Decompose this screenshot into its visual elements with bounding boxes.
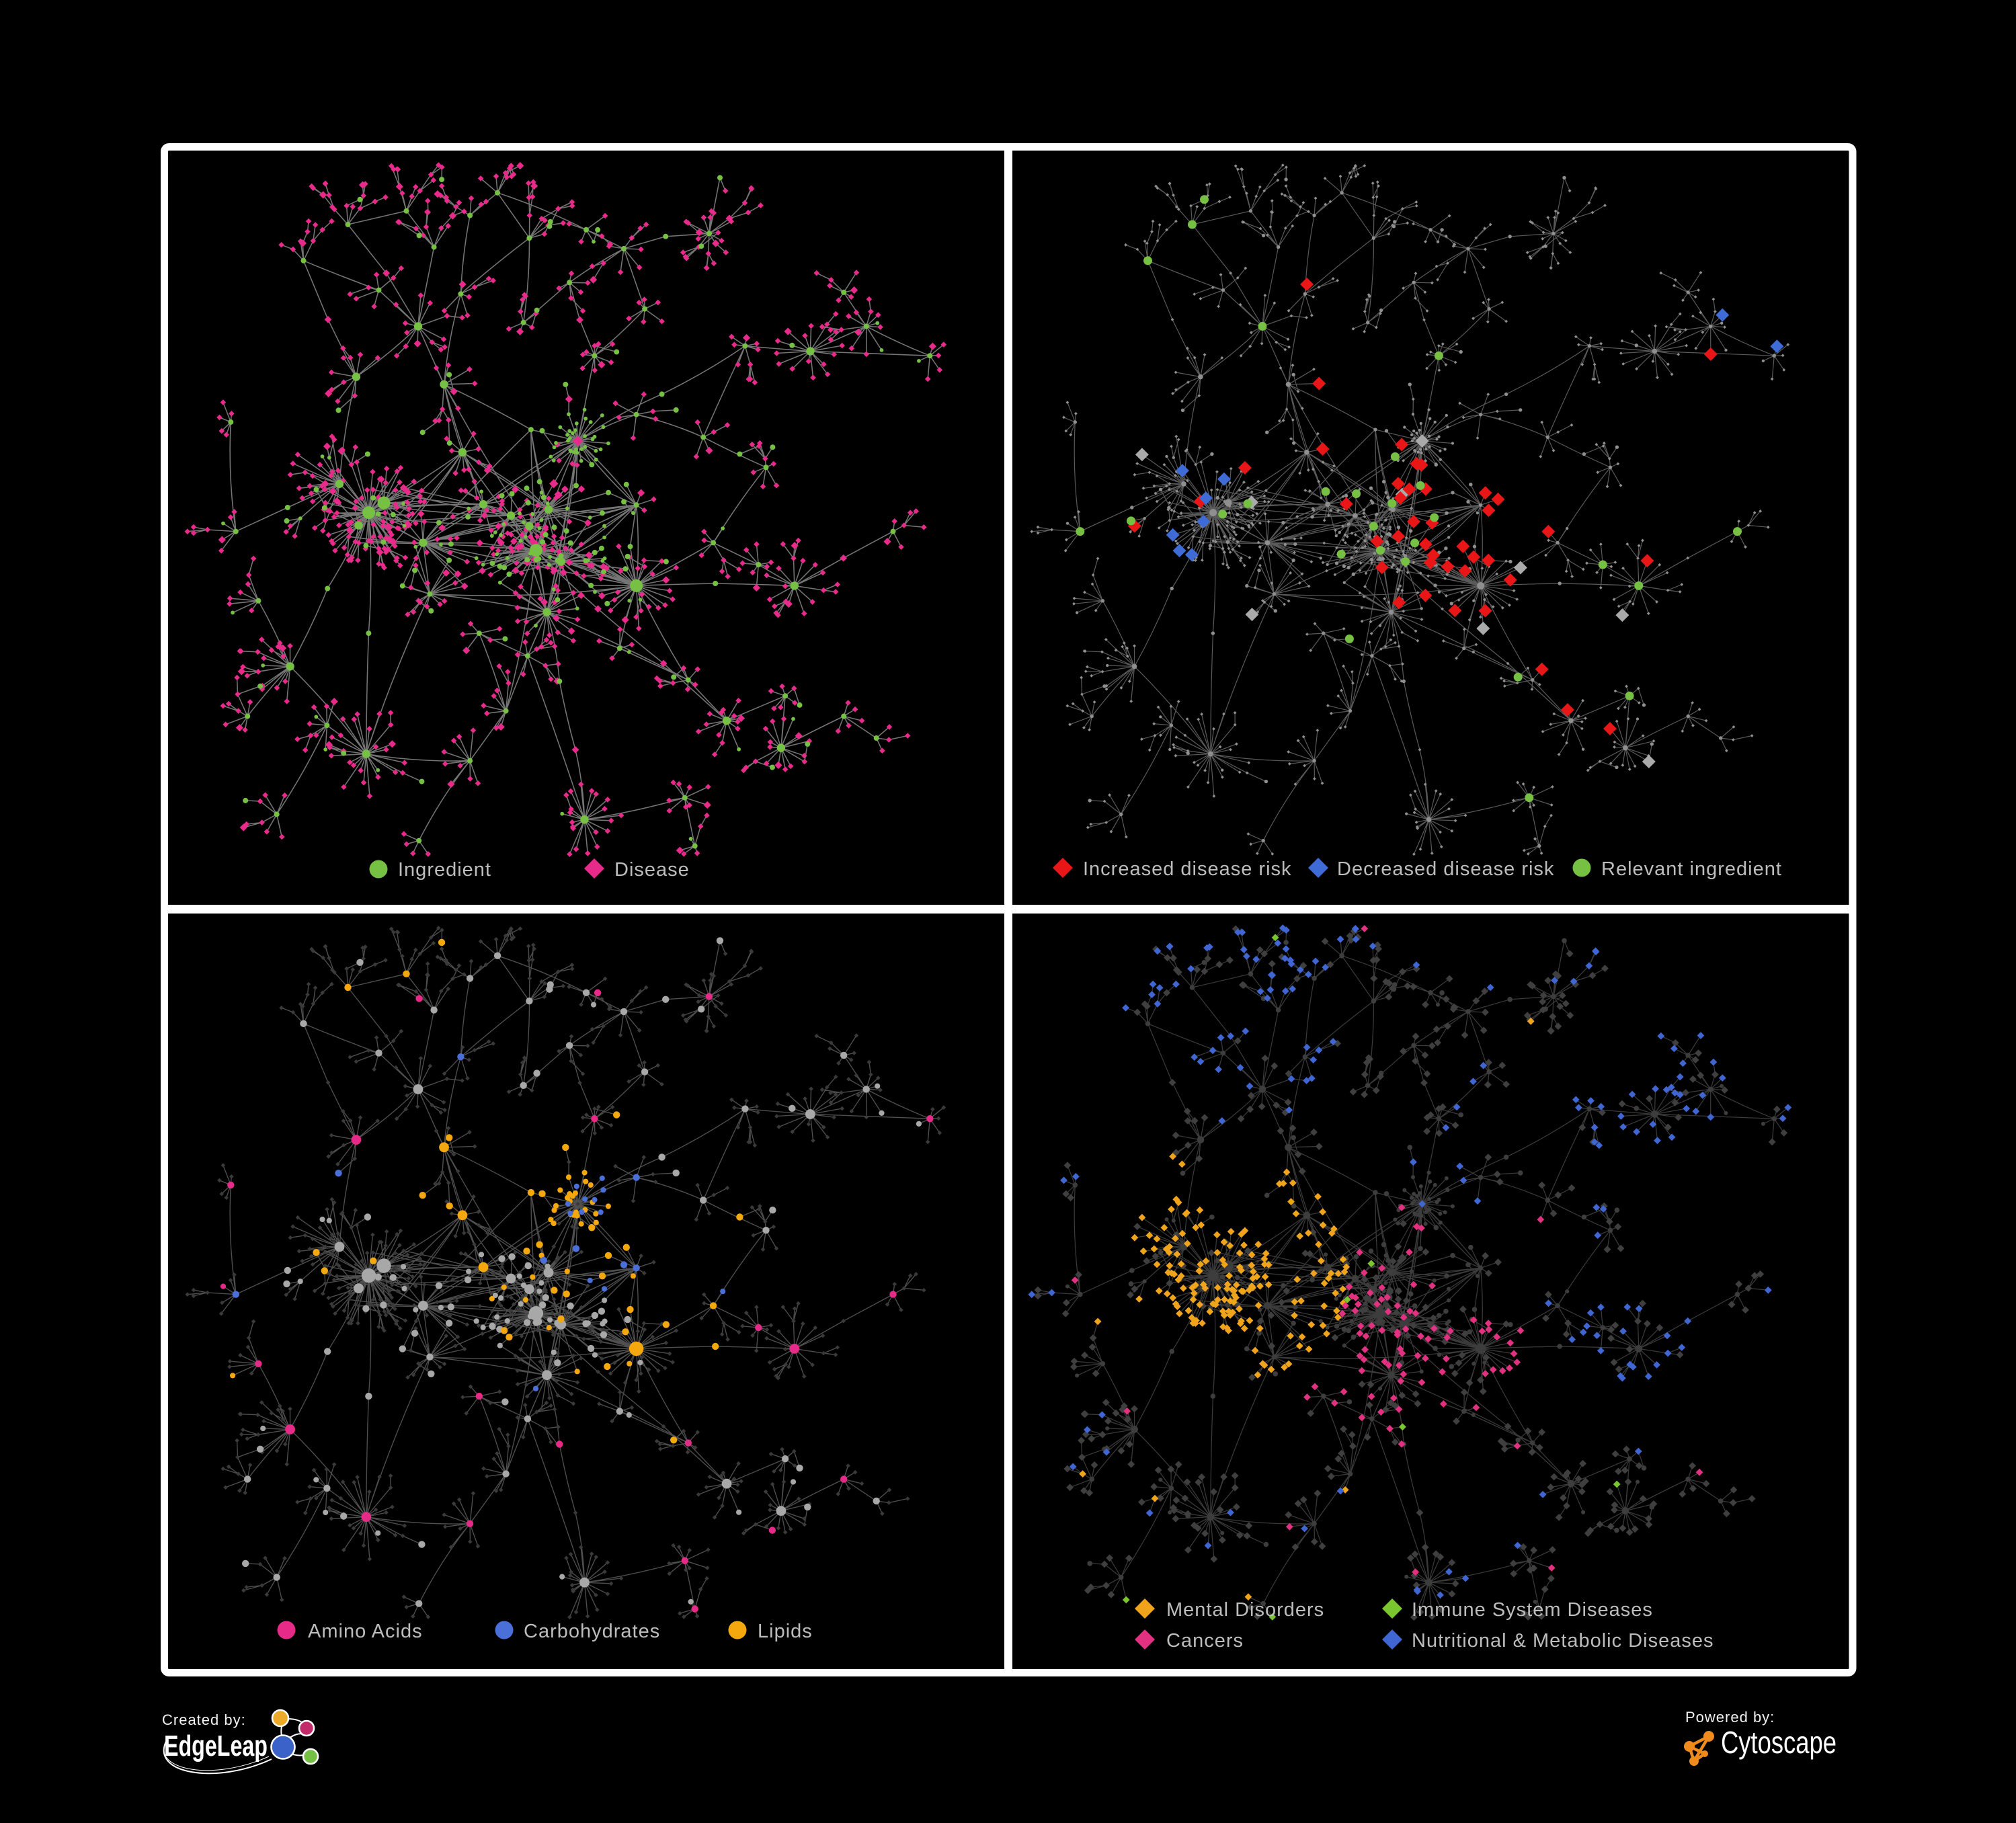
svg-text:Carbohydrates: Carbohydrates <box>524 1621 660 1642</box>
svg-text:Cancers: Cancers <box>1166 1630 1244 1652</box>
svg-text:Amino Acids: Amino Acids <box>308 1621 423 1642</box>
svg-text:Lipids: Lipids <box>758 1621 813 1642</box>
svg-text:Relevant ingredient: Relevant ingredient <box>1601 858 1782 880</box>
svg-text:Ingredient: Ingredient <box>398 859 491 881</box>
svg-text:Immune System Diseases: Immune System Diseases <box>1412 1599 1653 1621</box>
svg-text:Created by:: Created by: <box>162 1711 246 1728</box>
svg-text:Decreased disease risk: Decreased disease risk <box>1337 858 1554 880</box>
svg-text:Mental Disorders: Mental Disorders <box>1166 1599 1324 1621</box>
svg-text:Powered by:: Powered by: <box>1685 1709 1775 1726</box>
svg-text:Cytoscape: Cytoscape <box>1721 1725 1837 1760</box>
svg-text:EdgeLeap: EdgeLeap <box>164 1730 268 1763</box>
svg-text:Increased disease risk: Increased disease risk <box>1083 858 1292 880</box>
svg-text:Disease: Disease <box>614 859 690 881</box>
svg-text:Nutritional & Metabolic Diseas: Nutritional & Metabolic Diseases <box>1412 1630 1713 1652</box>
